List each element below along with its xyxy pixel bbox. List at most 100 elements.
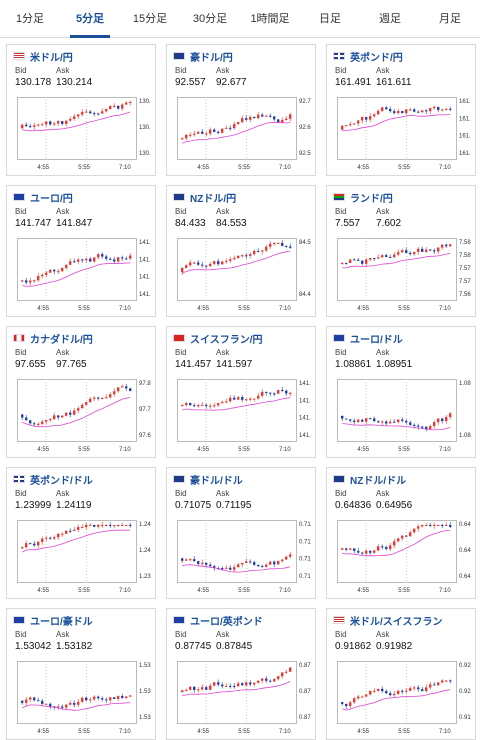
rate-card[interactable]: ランド/円BidAsk7.5577.6027.5857.587.5757.577… [326,185,476,317]
currency-pair-link[interactable]: スイスフラン/円 [190,334,263,346]
mini-chart[interactable]: 7.585 7.58 7.575 7.57 7.565 4:55 5:55 7:10 [337,236,471,312]
candle [193,262,196,264]
mini-chart[interactable]: 130.3 130.25 130.2 4:55 5:55 7:10 [17,95,151,171]
tab-7[interactable]: 月足 [439,13,461,25]
x-tick-label: 5:55 [238,729,250,735]
currency-pair-link[interactable]: NZドル/円 [190,193,237,205]
ask-label: Ask [216,348,230,357]
y-tick-label: 141.9 [139,240,151,246]
candle [41,124,44,126]
candle [449,244,452,247]
candle [117,387,120,392]
x-tick-label: 5:55 [398,165,410,171]
candle [121,104,124,109]
mini-chart[interactable]: 1.241 1.24 1.239 4:55 5:55 7:10 [17,518,151,594]
candle [181,405,184,407]
candle [49,269,52,273]
candle [437,682,440,686]
rate-card[interactable]: カナダドル/円 Bid Ask 97.655 97.765 97.8 97.7 97.6 4:5… [6,326,156,458]
currency-pair-link[interactable]: ユーロ/豪ドル [30,616,93,628]
candle [241,562,244,565]
candle [69,530,72,532]
candle [113,525,116,527]
currency-pair-link[interactable]: 米ドル/スイスフラン [350,616,443,628]
mini-chart[interactable]: 0.649 0.6485 0.648 4:55 5:55 7:10 [337,518,471,594]
mini-chart[interactable]: 0.8778 0.8776 0.8774 4:55 5:55 7:10 [177,659,311,735]
moving-average-line [342,423,451,431]
candle [213,566,216,569]
rate-card[interactable]: 豪ドル/円 Bid Ask 92.557 92.677 92.7 92.6 92.5 4:55 5… [166,44,316,176]
mini-chart[interactable]: 0.9205 0.92 0.919 4:55 5:55 7:10 [337,659,471,735]
tab-4[interactable]: 1時間足 [250,13,290,25]
chart-frame [337,97,457,160]
mini-chart[interactable]: 141.9 141.8 141.7 141.6 4:55 5:55 7:10 [17,236,151,312]
currency-pair-link[interactable]: ユーロ/円 [30,193,73,205]
candle [405,109,408,114]
currency-pair-link[interactable]: 英ポンド/ドル [30,475,93,487]
candle [89,524,92,526]
candle [197,405,200,407]
rate-card[interactable]: 米ドル/円BidAsk130.178130.214130.3130.25130.… [6,44,156,176]
candle [397,538,400,542]
tab-0[interactable]: 1分足 [15,13,45,25]
currency-pair-link[interactable]: 米ドル/円 [30,52,73,64]
moving-average-line [22,262,131,287]
candle [385,546,388,549]
ask-label: Ask [56,207,70,216]
currency-pair-link[interactable]: 豪ドル/ドル [190,475,243,487]
rate-card[interactable]: NZドル/円 Bid Ask 84.433 84.553 84.5 84.4 4:55 5:55… [166,185,316,317]
mini-chart[interactable]: 84.5 84.4 4:55 5:55 7:10 [177,236,311,312]
tab-5[interactable]: 日足 [319,13,341,25]
candle [437,418,440,423]
rate-card[interactable]: 豪ドル/ドルBidAsk0.710750.711950.71150.7110.7… [166,467,316,599]
tab-3[interactable]: 30分足 [192,13,228,25]
candle [237,683,240,687]
mini-chart[interactable]: 1.089 1.088 4:55 5:55 7:10 [337,377,471,453]
candle [269,115,272,117]
currency-pair-link[interactable]: 豪ドル/円 [190,52,233,64]
currency-pair-link[interactable]: ユーロ/ドル [350,334,403,346]
mini-chart[interactable]: 1.5315 1.531 1.5305 4:55 5:55 7:10 [17,659,151,735]
rate-card[interactable]: ユーロ/豪ドルBidAsk1.530421.531821.53151.5311.… [6,608,156,740]
tab-6[interactable]: 週足 [379,13,401,25]
mini-chart[interactable]: 97.8 97.7 97.6 4:55 5:55 7:10 [17,377,151,453]
candle [249,398,252,400]
currency-pair-link[interactable]: 英ポンド/円 [350,52,403,64]
rate-card[interactable]: スイスフラン/円BidAsk141.457141.597141.6141.551… [166,326,316,458]
mini-chart[interactable]: 141.6 141.55 141.5 141.45 4:55 5:55 7:10 [177,377,311,453]
currency-pair-link[interactable]: ユーロ/英ポンド [190,616,263,628]
candle [189,134,192,136]
rate-card[interactable]: NZドル/ドルBidAsk0.648360.649560.6490.64850.… [326,467,476,599]
moving-average-line [182,397,291,411]
mini-chart[interactable]: 161.7 161.6 161.5 161.4 4:55 5:55 7:10 [337,95,471,171]
tab-1[interactable]: 5分足 [60,0,120,38]
y-tick-label: 1.24 [139,548,151,554]
candle [377,111,380,115]
tab-2[interactable]: 15分足 [132,13,168,25]
candle [425,249,428,252]
candle [73,702,76,705]
rate-card[interactable]: 英ポンド/円BidAsk161.491161.611161.7161.6161.… [326,44,476,176]
rate-card[interactable]: 米ドル/スイスフランBidAsk0.918620.919820.92050.92… [326,608,476,740]
candle [377,546,380,551]
mini-chart[interactable]: 0.7115 0.711 0.7105 0.71 4:55 5:55 7:10 [177,518,311,594]
chart-frame [337,379,457,442]
mini-chart[interactable]: 92.7 92.6 92.5 4:55 5:55 7:10 [177,95,311,171]
candle [273,679,276,682]
bid-value: 0.64836 [335,500,372,511]
bid-label: Bid [15,66,27,75]
moving-average-line [182,564,291,573]
candle [189,559,192,561]
candle [25,124,28,127]
candle [81,111,84,115]
currency-pair-link[interactable]: NZドル/ドル [350,475,407,487]
currency-pair-link[interactable]: ランド/円 [350,193,393,205]
currency-pair-link[interactable]: カナダドル/円 [30,334,93,346]
y-tick-label: 0.71 [299,574,311,580]
bid-value: 141.457 [175,359,212,370]
ask-label: Ask [216,207,230,216]
